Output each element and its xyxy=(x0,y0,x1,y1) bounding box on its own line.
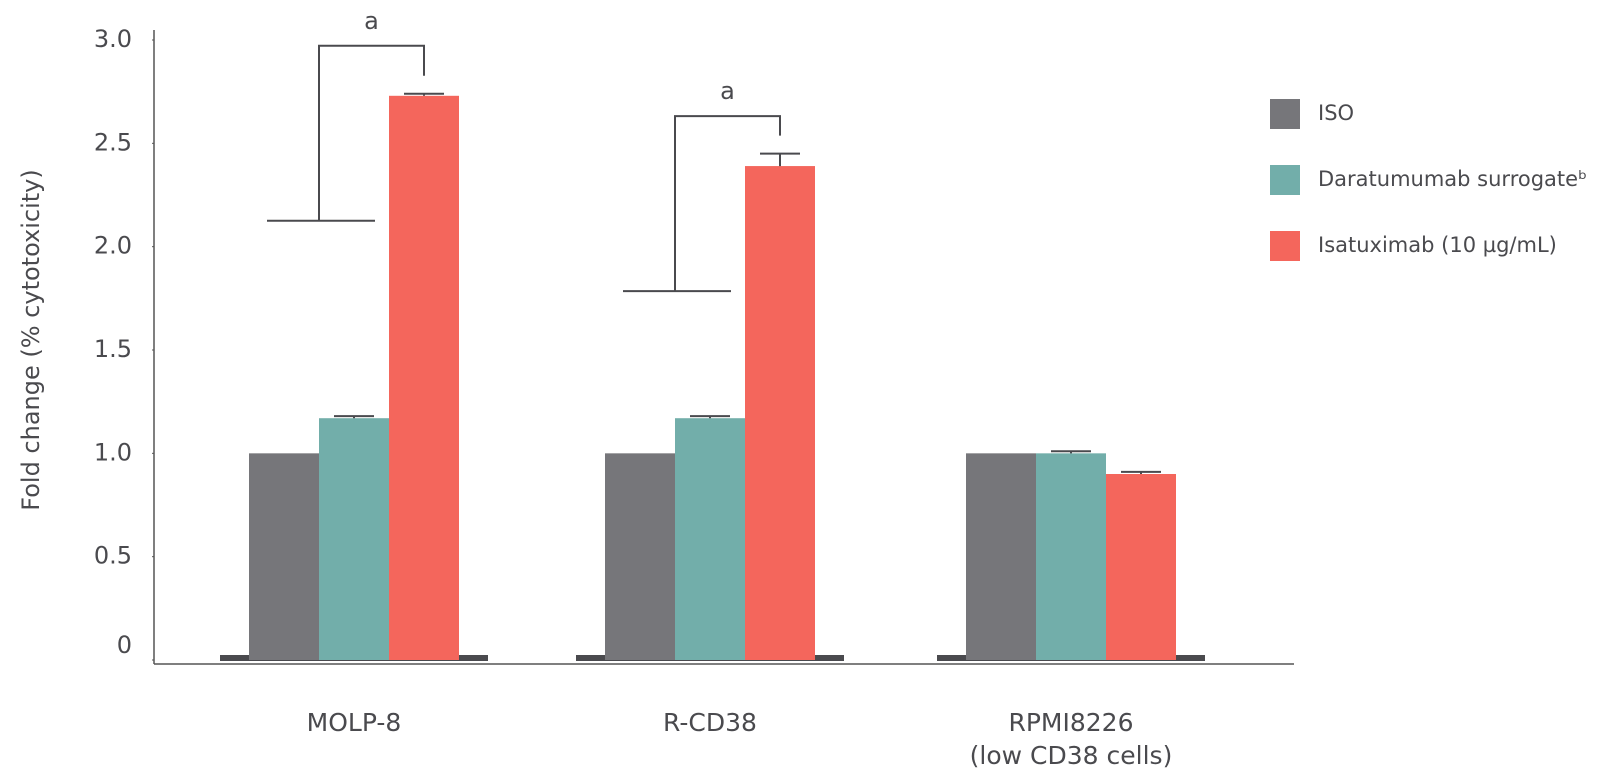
error-bar xyxy=(404,92,444,96)
y-tick-label: 0 xyxy=(117,631,132,659)
bar xyxy=(249,453,319,660)
x-tick-label: R-CD38 xyxy=(663,708,757,737)
y-axis-title: Fold change (% cytotoxicity) xyxy=(17,169,45,510)
significance-bracket xyxy=(623,115,781,293)
y-tick-label: 1.5 xyxy=(94,335,132,363)
significance-bracket xyxy=(267,44,425,222)
bar xyxy=(966,453,1036,660)
annotation: a xyxy=(364,7,379,35)
legend-label: Daratumumab surrogateᵇ xyxy=(1318,167,1587,191)
error-bar xyxy=(690,415,730,419)
bar xyxy=(1106,474,1176,660)
bar xyxy=(1036,453,1106,660)
y-tick-label: 2.0 xyxy=(94,232,132,260)
y-tick-label: 3.0 xyxy=(94,25,132,53)
bar xyxy=(675,418,745,660)
error-bar xyxy=(1121,470,1161,474)
error-bar xyxy=(760,152,800,167)
error-bar xyxy=(334,415,374,419)
legend-swatch xyxy=(1270,99,1300,129)
bar xyxy=(389,95,459,661)
legend-label: ISO xyxy=(1318,101,1354,125)
error-bar xyxy=(1051,450,1091,454)
x-tick-label: MOLP-8 xyxy=(306,708,402,737)
bar xyxy=(605,453,675,660)
y-tick-label: 0.5 xyxy=(94,542,132,570)
bar xyxy=(319,418,389,660)
legend-label: Isatuximab (10 µg/mL) xyxy=(1318,233,1557,257)
annotation: a xyxy=(720,77,735,105)
x-tick-label: RPMI8226 (low CD38 cells) xyxy=(969,708,1173,770)
legend-swatch xyxy=(1270,231,1300,261)
legend-swatch xyxy=(1270,165,1300,195)
y-tick-label: 2.5 xyxy=(94,128,132,156)
y-tick-label: 1.0 xyxy=(94,438,132,466)
bar xyxy=(745,166,815,661)
